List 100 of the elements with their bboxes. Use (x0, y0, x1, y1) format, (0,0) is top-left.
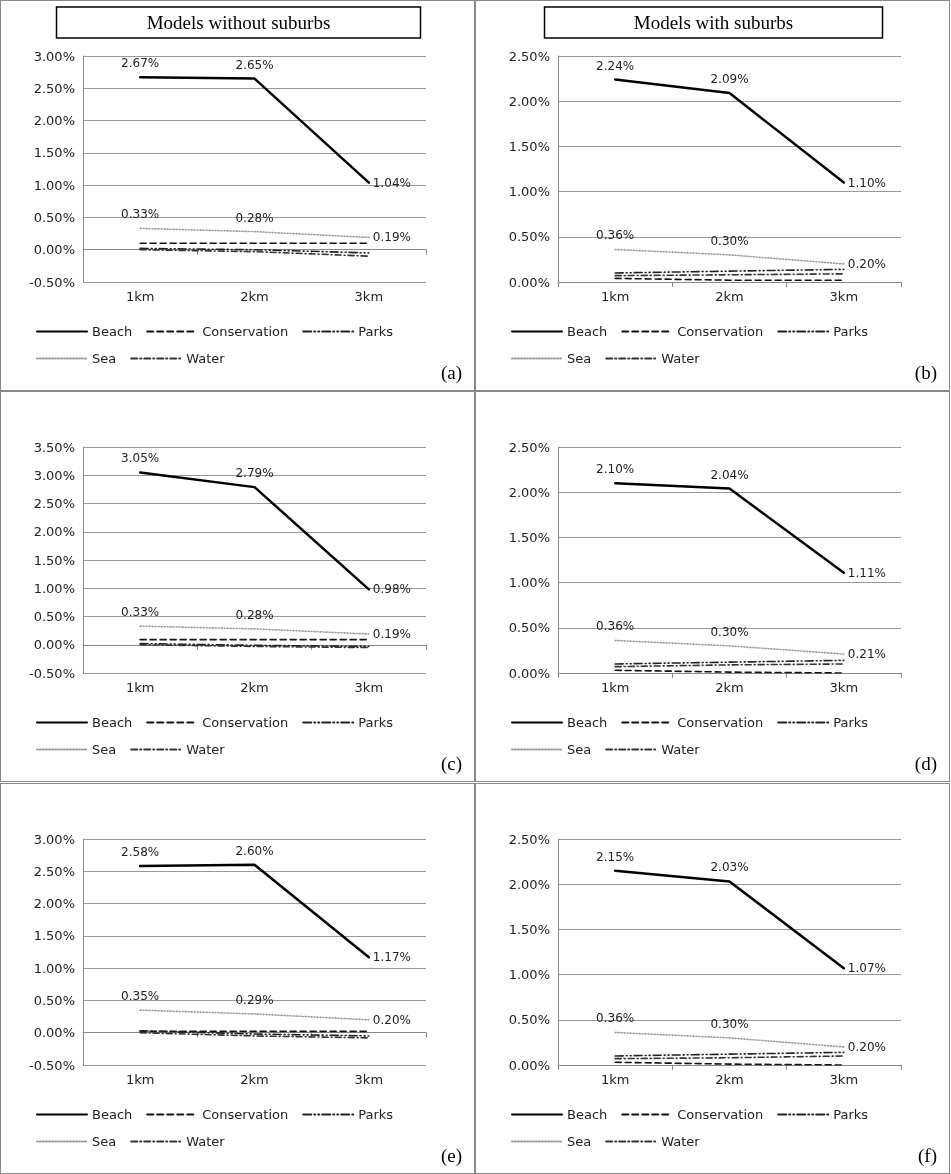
data-label: 1.11% (847, 565, 886, 580)
legend-label: Sea (567, 1133, 592, 1149)
data-label: 1.07% (847, 960, 886, 975)
data-label: 0.36% (596, 619, 635, 634)
y-tick-label: 2.50% (33, 496, 75, 512)
y-tick-label: 0.00% (33, 1024, 75, 1040)
data-label: 0.20% (847, 256, 886, 271)
x-tick-label: 2km (715, 680, 744, 696)
x-tick-label: 1km (125, 680, 155, 696)
y-tick-label: -0.50% (29, 665, 75, 681)
legend-label: Parks (833, 324, 869, 339)
data-label: 3.05% (121, 451, 160, 466)
y-tick-label: 0.50% (508, 1011, 550, 1027)
legend-label: Beach (92, 715, 133, 731)
data-label: 0.35% (121, 988, 160, 1003)
legend-label: Beach (92, 1106, 133, 1122)
data-label: 0.30% (710, 233, 749, 248)
legend-label: Beach (567, 715, 608, 731)
data-label: 0.20% (847, 1039, 886, 1054)
y-tick-label: 2.00% (33, 524, 75, 540)
y-tick-label: 1.00% (33, 960, 75, 976)
data-label: 2.03% (710, 860, 749, 875)
y-tick-label: 1.00% (33, 177, 75, 193)
data-label: 0.30% (710, 1016, 749, 1031)
legend-label: Sea (92, 351, 117, 366)
text: (c) (440, 753, 463, 776)
x-tick-label: 1km (125, 289, 155, 304)
y-tick-label: 2.00% (508, 485, 550, 501)
y-tick-label: 1.50% (33, 928, 75, 944)
y-tick-label: 1.50% (508, 530, 550, 546)
y-tick-label: 2.50% (33, 80, 75, 96)
x-tick-label: 3km (829, 680, 859, 696)
legend-label: Conservation (677, 324, 764, 339)
x-tick-label: 1km (600, 680, 630, 696)
data-label: 2.58% (121, 844, 160, 859)
y-tick-label: 1.00% (33, 581, 75, 597)
x-tick-label: 3km (829, 1071, 859, 1087)
y-tick-label: 0.50% (508, 229, 550, 245)
y-tick-label: 0.00% (508, 1057, 550, 1073)
data-label: 1.17% (372, 949, 411, 964)
data-label: 2.10% (596, 462, 635, 477)
y-tick-label: 3.00% (33, 468, 75, 484)
data-label: 2.04% (710, 467, 749, 482)
y-tick-label: 1.00% (508, 184, 550, 200)
x-tick-label: 1km (600, 1071, 630, 1087)
y-tick-label: 3.50% (33, 439, 75, 455)
legend-label: Parks (833, 1106, 869, 1122)
y-tick-label: 1.00% (508, 575, 550, 591)
x-tick-label: 3km (829, 289, 859, 304)
y-tick-label: 1.50% (33, 552, 75, 568)
y-tick-label: 0.50% (33, 609, 75, 625)
y-tick-label: 1.00% (508, 966, 550, 982)
text: (a) (440, 362, 463, 384)
y-tick-label: 2.50% (508, 831, 550, 847)
y-tick-label: -0.50% (29, 1057, 75, 1073)
legend-label: Conservation (202, 715, 289, 731)
data-label: 0.98% (372, 582, 411, 597)
x-tick-label: 3km (354, 680, 384, 696)
y-tick-label: 3.00% (33, 48, 75, 64)
x-tick-label: 2km (715, 289, 744, 304)
legend-label: Conservation (677, 715, 764, 731)
legend-label: Water (661, 351, 701, 366)
y-tick-label: 2.50% (508, 439, 550, 455)
y-tick-label: 2.50% (33, 863, 75, 879)
data-label: 0.36% (596, 228, 635, 243)
legend-label: Water (186, 1133, 226, 1149)
y-tick-label: 2.00% (33, 895, 75, 911)
legend-label: Sea (567, 351, 592, 366)
y-tick-label: 0.50% (33, 992, 75, 1008)
legend-label: Conservation (677, 1106, 764, 1122)
data-label: 2.24% (596, 58, 635, 73)
x-tick-label: 2km (240, 1071, 269, 1087)
data-label: 0.19% (372, 230, 411, 245)
text: (f) (918, 1144, 937, 1167)
y-tick-label: 0.00% (33, 637, 75, 653)
data-label: 0.33% (121, 207, 160, 222)
data-label: 0.19% (372, 627, 411, 642)
data-label: 2.67% (121, 56, 160, 71)
data-label: 0.30% (710, 625, 749, 640)
y-tick-label: 1.50% (508, 138, 550, 154)
legend-label: Sea (567, 742, 592, 758)
y-tick-label: 2.00% (508, 93, 550, 109)
x-tick-label: 2km (240, 289, 269, 304)
x-tick-label: 2km (715, 1071, 744, 1087)
data-label: 2.15% (596, 849, 635, 864)
legend-label: Beach (567, 1106, 608, 1122)
legend-label: Parks (358, 1106, 394, 1122)
y-tick-label: 0.00% (508, 665, 550, 681)
y-tick-label: 0.50% (508, 620, 550, 636)
chart-title: Models with suburbs (633, 12, 794, 33)
x-tick-label: 3km (354, 1071, 384, 1087)
y-tick-label: 1.50% (33, 145, 75, 161)
legend-label: Parks (358, 324, 394, 339)
y-tick-label: 2.00% (508, 876, 550, 892)
y-tick-label: 2.50% (508, 48, 550, 64)
data-label: 2.65% (235, 57, 274, 72)
x-tick-label: 2km (240, 680, 269, 696)
legend-label: Sea (92, 1133, 117, 1149)
data-label: 0.36% (596, 1011, 635, 1026)
text: (e) (440, 1144, 463, 1167)
